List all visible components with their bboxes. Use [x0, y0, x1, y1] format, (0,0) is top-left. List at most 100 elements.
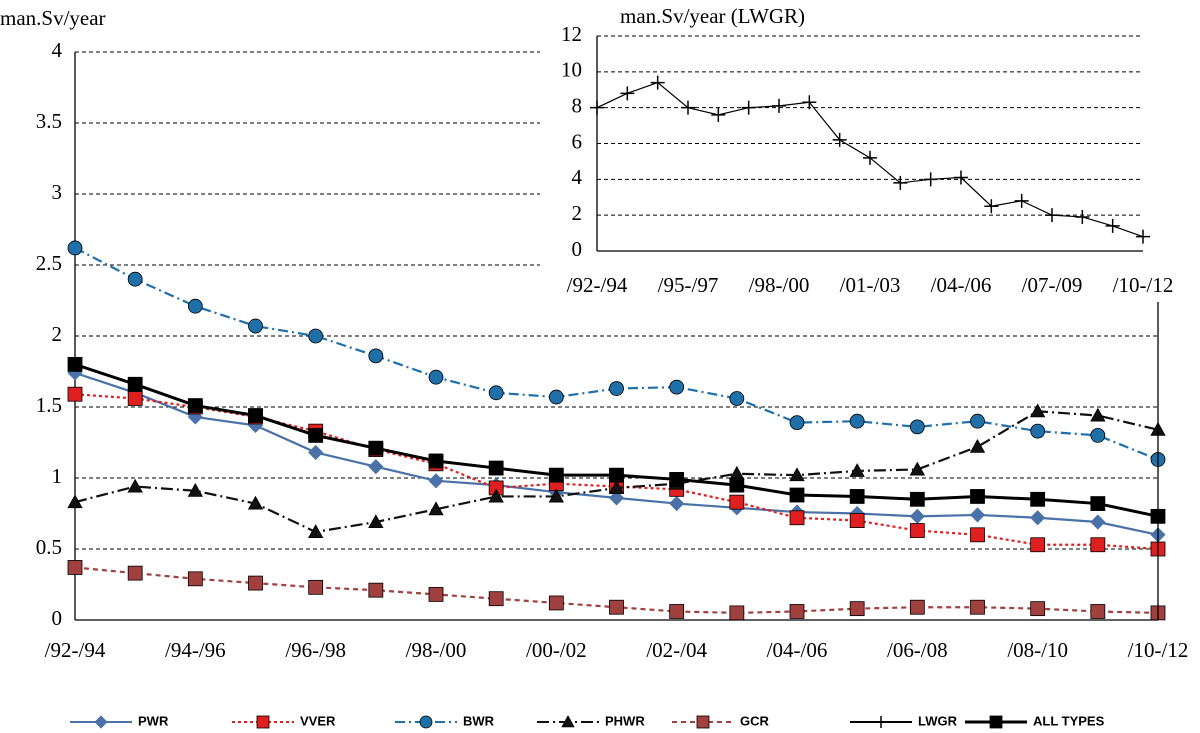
- legend-marker: [419, 715, 433, 729]
- x-tick-label: /01-/03: [840, 273, 901, 297]
- y-tick-label: 6: [572, 129, 583, 153]
- marker: [187, 298, 203, 314]
- marker: [127, 565, 143, 581]
- legend-label: ALL TYPES: [1033, 713, 1105, 728]
- marker: [127, 376, 143, 392]
- marker: [650, 75, 665, 90]
- x-tick-label: /10-/12: [1113, 273, 1174, 297]
- marker: [368, 514, 384, 529]
- y-tick-label: 12: [561, 22, 582, 46]
- marker: [789, 415, 805, 431]
- marker: [67, 560, 83, 575]
- marker: [669, 379, 685, 395]
- marker: [832, 132, 847, 147]
- y-tick-label: 3.5: [36, 109, 62, 133]
- marker: [789, 487, 805, 503]
- y-tick-label: 2: [572, 201, 583, 225]
- marker: [308, 427, 324, 443]
- marker: [1030, 601, 1046, 617]
- marker: [969, 507, 986, 523]
- marker: [248, 408, 263, 423]
- x-tick-label: /98-/00: [406, 638, 467, 662]
- marker: [428, 369, 444, 385]
- marker: [488, 488, 504, 503]
- marker: [548, 488, 565, 503]
- x-tick-label: /10-/12: [1128, 638, 1189, 662]
- y-tick-label: 0.5: [36, 535, 62, 559]
- y-tick-label: 4: [572, 165, 583, 189]
- marker: [307, 524, 324, 538]
- marker: [849, 601, 865, 617]
- x-tick-label: /00-/02: [526, 638, 587, 662]
- marker: [954, 170, 968, 185]
- marker: [909, 491, 925, 507]
- marker: [308, 579, 324, 595]
- marker: [909, 599, 925, 615]
- marker: [67, 494, 83, 509]
- x-tick-label: /94-/96: [165, 638, 226, 662]
- marker: [428, 453, 444, 469]
- marker: [620, 86, 635, 101]
- marker: [970, 413, 985, 429]
- marker: [893, 175, 908, 190]
- y-tick-label: 0: [572, 237, 583, 261]
- marker: [909, 419, 925, 435]
- marker: [1090, 537, 1106, 553]
- marker: [669, 472, 685, 487]
- marker: [368, 582, 384, 598]
- marker: [368, 440, 384, 456]
- marker: [1014, 193, 1029, 208]
- marker: [789, 510, 805, 526]
- marker: [548, 389, 564, 405]
- marker: [1030, 510, 1046, 526]
- x-tick-label: /06-/08: [887, 638, 948, 662]
- y-axis-label: man.Sv/year: [0, 6, 106, 30]
- x-tick-label: /04-/06: [931, 273, 992, 297]
- marker: [741, 100, 756, 115]
- marker: [127, 478, 143, 493]
- y-tick-label: 8: [572, 93, 583, 117]
- marker: [308, 328, 324, 344]
- x-tick-label: /07-/09: [1022, 273, 1083, 297]
- marker: [970, 599, 985, 615]
- marker: [681, 100, 695, 115]
- x-tick-label: /08-/10: [1007, 638, 1068, 662]
- legend-marker: [875, 716, 887, 728]
- marker: [729, 605, 745, 621]
- marker: [1136, 229, 1150, 244]
- marker: [67, 386, 83, 402]
- marker: [608, 480, 625, 494]
- x-tick-label: /95-/97: [658, 273, 719, 297]
- x-tick-label: /92-/94: [45, 638, 106, 662]
- marker: [984, 199, 999, 214]
- x-tick-label: /96-/98: [285, 638, 346, 662]
- marker: [711, 107, 726, 122]
- x-tick-label: /02-/04: [646, 638, 707, 662]
- marker: [127, 391, 143, 406]
- y-tick-label: 10: [561, 58, 582, 82]
- marker: [1029, 403, 1046, 418]
- legend-label: GCR: [740, 713, 770, 728]
- marker: [909, 461, 926, 476]
- legend-marker: [989, 715, 1003, 729]
- marker: [609, 599, 624, 615]
- marker: [923, 172, 938, 187]
- marker: [1090, 514, 1106, 530]
- y-tick-label: 1: [52, 464, 63, 488]
- marker: [368, 459, 384, 475]
- marker: [187, 398, 203, 413]
- marker: [428, 473, 444, 489]
- marker: [67, 356, 83, 372]
- marker: [849, 463, 865, 477]
- marker: [609, 467, 624, 483]
- marker: [789, 467, 805, 482]
- marker: [548, 595, 564, 611]
- marker: [187, 571, 203, 587]
- marker: [428, 587, 444, 602]
- marker: [428, 501, 444, 516]
- marker: [1090, 604, 1106, 619]
- x-tick-label: /04-/06: [767, 638, 828, 662]
- marker: [729, 391, 745, 406]
- marker: [488, 591, 504, 607]
- marker: [67, 240, 83, 256]
